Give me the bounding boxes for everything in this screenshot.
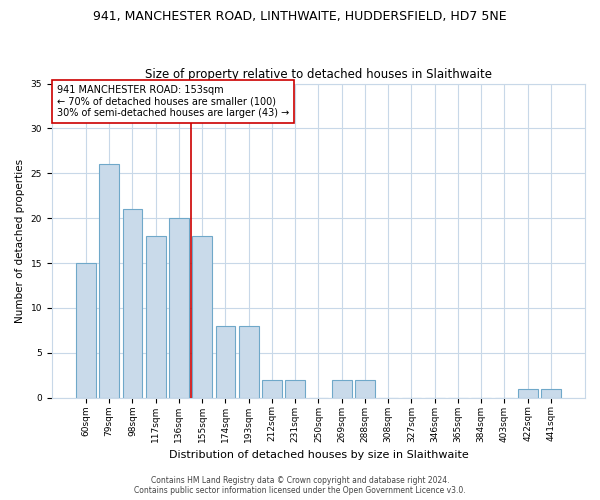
Text: Contains HM Land Registry data © Crown copyright and database right 2024.
Contai: Contains HM Land Registry data © Crown c… xyxy=(134,476,466,495)
Bar xyxy=(146,236,166,398)
Y-axis label: Number of detached properties: Number of detached properties xyxy=(15,158,25,322)
Bar xyxy=(76,263,96,398)
Bar xyxy=(518,388,538,398)
X-axis label: Distribution of detached houses by size in Slaithwaite: Distribution of detached houses by size … xyxy=(169,450,468,460)
Bar xyxy=(169,218,189,398)
Bar xyxy=(99,164,119,398)
Bar xyxy=(332,380,352,398)
Text: 941 MANCHESTER ROAD: 153sqm
← 70% of detached houses are smaller (100)
30% of se: 941 MANCHESTER ROAD: 153sqm ← 70% of det… xyxy=(57,85,289,118)
Bar xyxy=(262,380,282,398)
Bar xyxy=(192,236,212,398)
Bar xyxy=(285,380,305,398)
Bar xyxy=(215,326,235,398)
Bar xyxy=(239,326,259,398)
Bar xyxy=(541,388,561,398)
Bar xyxy=(122,209,142,398)
Title: Size of property relative to detached houses in Slaithwaite: Size of property relative to detached ho… xyxy=(145,68,492,81)
Bar xyxy=(355,380,375,398)
Text: 941, MANCHESTER ROAD, LINTHWAITE, HUDDERSFIELD, HD7 5NE: 941, MANCHESTER ROAD, LINTHWAITE, HUDDER… xyxy=(93,10,507,23)
